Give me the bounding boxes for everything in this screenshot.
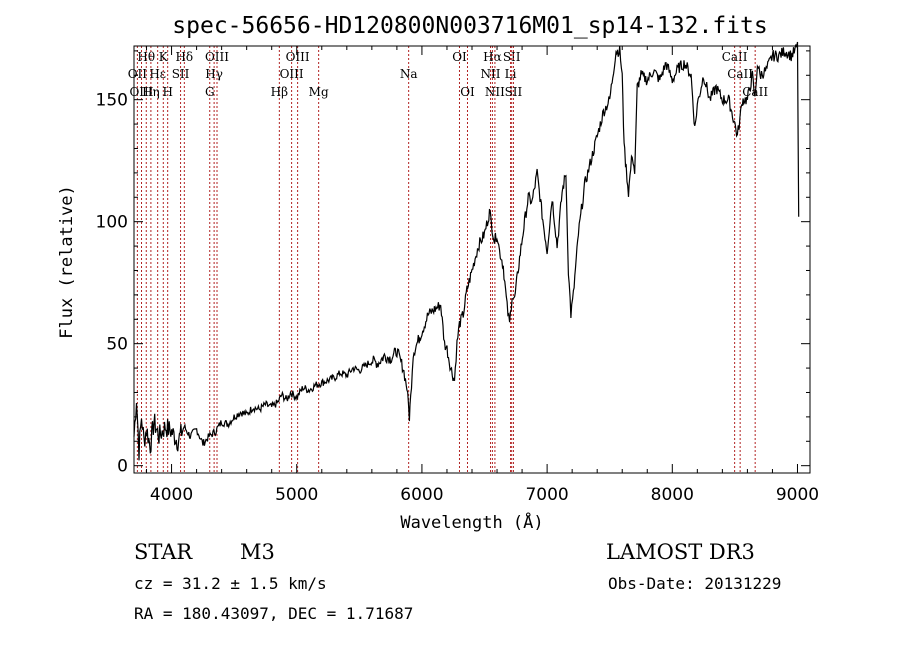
line-label-24: SII xyxy=(505,85,523,99)
object-class: STAR xyxy=(134,540,193,564)
x-tick-label-3: 7000 xyxy=(525,485,568,505)
line-label-4: Hη xyxy=(142,85,160,99)
x-axis-label: Wavelength (Å) xyxy=(400,511,543,533)
line-label-20: Hα xyxy=(483,50,502,64)
line-label-18: OI xyxy=(460,85,475,99)
x-tick-label-2: 6000 xyxy=(400,485,443,505)
chart-title: spec-56656-HD120800N003716M01_sp14-132.f… xyxy=(172,13,767,39)
x-axis: 4000 5000 6000 7000 8000 9000 xyxy=(146,46,819,505)
spectrum-layer xyxy=(133,41,800,461)
line-label-19: NII xyxy=(481,67,501,81)
object-subclass: M3 xyxy=(240,540,275,564)
line-label-21: NII xyxy=(485,85,505,99)
line-label-7: SII xyxy=(172,67,190,81)
line-label-2: OIII xyxy=(129,85,153,99)
x-tick-label-5: 9000 xyxy=(776,485,819,505)
line-label-5: K xyxy=(159,50,169,64)
plot-frame xyxy=(133,45,811,474)
line-label-22: Li xyxy=(505,67,517,81)
x-tick-label-1: 5000 xyxy=(275,485,318,505)
line-label-12: Hβ xyxy=(271,85,288,99)
y-axis-label: Flux (relative) xyxy=(57,185,77,339)
line-label-6: H xyxy=(162,85,172,99)
line-label-16: Na xyxy=(400,67,418,81)
y-tick-label-2: 100 xyxy=(96,213,128,233)
y-tick-label-0: 0 xyxy=(117,457,128,477)
line-label-17: OI xyxy=(452,50,467,64)
line-label-26: CaII xyxy=(727,67,753,81)
line-label-14: OIII xyxy=(286,50,310,64)
line-label-1: OII xyxy=(128,67,148,81)
line-label-11: G xyxy=(205,85,215,99)
line-label-10: Hγ xyxy=(205,67,223,81)
line-label-3: Hε xyxy=(149,67,166,81)
line-label-8: Hδ xyxy=(175,50,193,64)
redshift-cz: cz = 31.2 ± 1.5 km/s xyxy=(134,574,327,593)
x-tick-label-0: 4000 xyxy=(150,485,193,505)
line-label-0: Hθ xyxy=(137,50,155,64)
x-tick-label-4: 8000 xyxy=(651,485,694,505)
obs-date: Obs-Date: 20131229 xyxy=(608,574,782,593)
line-label-13: OIII xyxy=(280,67,304,81)
line-label-25: CaII xyxy=(722,50,748,64)
line-label-9: OIII xyxy=(205,50,229,64)
y-tick-label-3: 150 xyxy=(96,91,128,111)
y-axis: 0 50 100 150 xyxy=(96,50,810,477)
line-label-23: SII xyxy=(503,50,521,64)
line-label-15: Mg xyxy=(309,85,329,99)
spectrum-line xyxy=(133,41,800,461)
survey-name: LAMOST DR3 xyxy=(606,540,755,564)
y-tick-label-1: 50 xyxy=(106,335,128,355)
coordinates: RA = 180.43097, DEC = 1.71687 xyxy=(134,604,414,623)
